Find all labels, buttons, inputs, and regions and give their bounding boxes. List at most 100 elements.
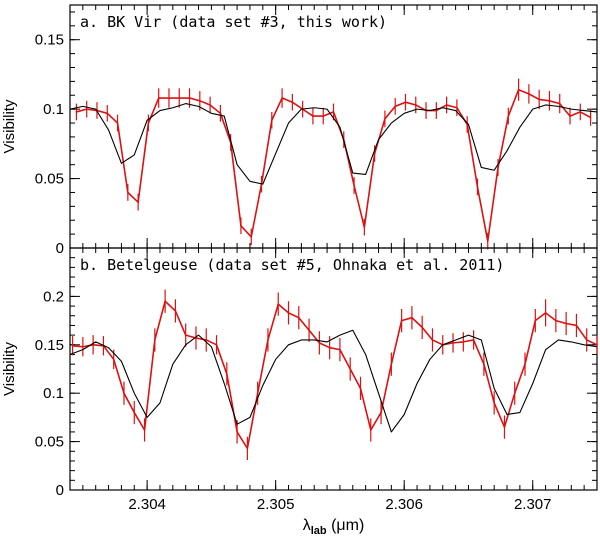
data-point [328, 346, 331, 349]
data-point [589, 116, 592, 119]
data-point [528, 93, 530, 95]
data-point [380, 411, 382, 414]
data-point [548, 100, 551, 102]
data-point [106, 112, 109, 115]
ytick-label-0: 0 [56, 240, 64, 257]
data-point [513, 392, 516, 395]
data-point [569, 115, 571, 117]
ytick-label-0p15: 0.15 [35, 337, 64, 354]
panel-a-series [69, 78, 598, 250]
data-point [534, 319, 537, 322]
data-point [503, 426, 506, 428]
ytick-label-0p05: 0.05 [35, 434, 64, 451]
data-point [137, 201, 139, 203]
data-point [507, 115, 510, 117]
panel-a-ylabel: Visibility [1, 99, 18, 153]
data-point [363, 226, 366, 228]
panel-b-frame [69, 247, 598, 491]
data-point [456, 106, 458, 109]
data-point [483, 363, 485, 365]
panel-a-label: a. BK Vir (data set #3, this work) [80, 13, 387, 31]
data-point [271, 119, 273, 122]
series-line-model [69, 103, 598, 185]
x-axis-label-unit: (μm) [327, 517, 365, 534]
data-point [421, 326, 423, 329]
data-point [497, 166, 499, 169]
data-point [277, 303, 280, 305]
xtick-label-2p306: 2.306 [385, 496, 423, 513]
data-point [373, 152, 376, 155]
data-point [291, 101, 294, 103]
data-point [123, 392, 125, 395]
data-point [209, 104, 211, 106]
data-point [318, 342, 321, 344]
data-point [143, 429, 146, 431]
ytick-label-0p15: 0.15 [35, 32, 64, 49]
data-point [596, 344, 598, 346]
xtick-label-2p305: 2.305 [257, 496, 295, 513]
data-point [555, 319, 557, 322]
data-point [445, 104, 448, 106]
data-point [538, 98, 540, 101]
panel-b-series [69, 289, 598, 460]
data-point [585, 339, 588, 341]
data-point [476, 186, 479, 188]
panel-b-ylabel: Visibility [1, 342, 18, 396]
data-point [400, 319, 403, 322]
ytick-label-0p05: 0.05 [35, 171, 64, 188]
xtick-label-2p307: 2.307 [514, 496, 552, 513]
xtick-label-2p304: 2.304 [128, 496, 166, 513]
data-point [92, 344, 94, 346]
data-point [359, 387, 362, 390]
panel-b-ytick-labels: 0 0.05 0.1 0.15 0.2 [35, 288, 64, 499]
ytick-label-0p1: 0.1 [43, 101, 64, 118]
data-point [308, 329, 310, 332]
data-point [226, 373, 228, 375]
data-point [147, 122, 150, 124]
data-point [414, 104, 417, 106]
series-model [69, 103, 598, 185]
data-point [236, 431, 238, 433]
panel-b-ticks [70, 247, 597, 491]
panel-a-ticks [70, 5, 597, 249]
data-point [154, 339, 156, 341]
data-point [127, 191, 129, 194]
data-point [493, 402, 495, 404]
data-point [82, 345, 84, 348]
panel-a-ytick-labels: 0 0.05 0.1 0.15 [35, 32, 64, 257]
panel-b-label: b. Betelgeuse (data set #5, Ohnaka et al… [80, 256, 504, 274]
data-point [112, 358, 115, 361]
data-point [297, 316, 300, 319]
x-axis-label: λlab (μm) [303, 517, 365, 536]
data-point [256, 392, 259, 395]
data-point [565, 322, 567, 325]
data-point [178, 97, 181, 99]
ytick-label-0p2: 0.2 [43, 288, 64, 305]
data-point [75, 111, 78, 113]
x-axis-label-subscript: lab [311, 525, 327, 536]
data-point [558, 102, 561, 105]
ytick-label-0: 0 [56, 482, 64, 499]
panel-a: 0 0.05 0.1 0.15 a. BK Vir (data set #3, thi… [1, 4, 598, 257]
data-point [384, 118, 386, 120]
series-line-model [69, 329, 598, 433]
data-point [157, 97, 160, 99]
series-observed [71, 289, 598, 460]
data-point [205, 339, 208, 341]
data-point [332, 111, 335, 113]
data-point [349, 368, 352, 370]
ytick-label-0p1: 0.1 [43, 385, 64, 402]
panel-b-xtick-labels: 2.304 2.305 2.306 2.307 [128, 496, 551, 513]
data-point [579, 111, 582, 113]
data-point [544, 312, 547, 314]
data-point [168, 97, 170, 99]
panel-a-frame [69, 4, 598, 249]
data-point [390, 363, 393, 365]
data-point [517, 88, 520, 91]
data-point [250, 236, 253, 238]
data-point [452, 342, 454, 344]
data-point [219, 112, 222, 115]
data-point [369, 429, 372, 431]
data-point [524, 363, 526, 365]
